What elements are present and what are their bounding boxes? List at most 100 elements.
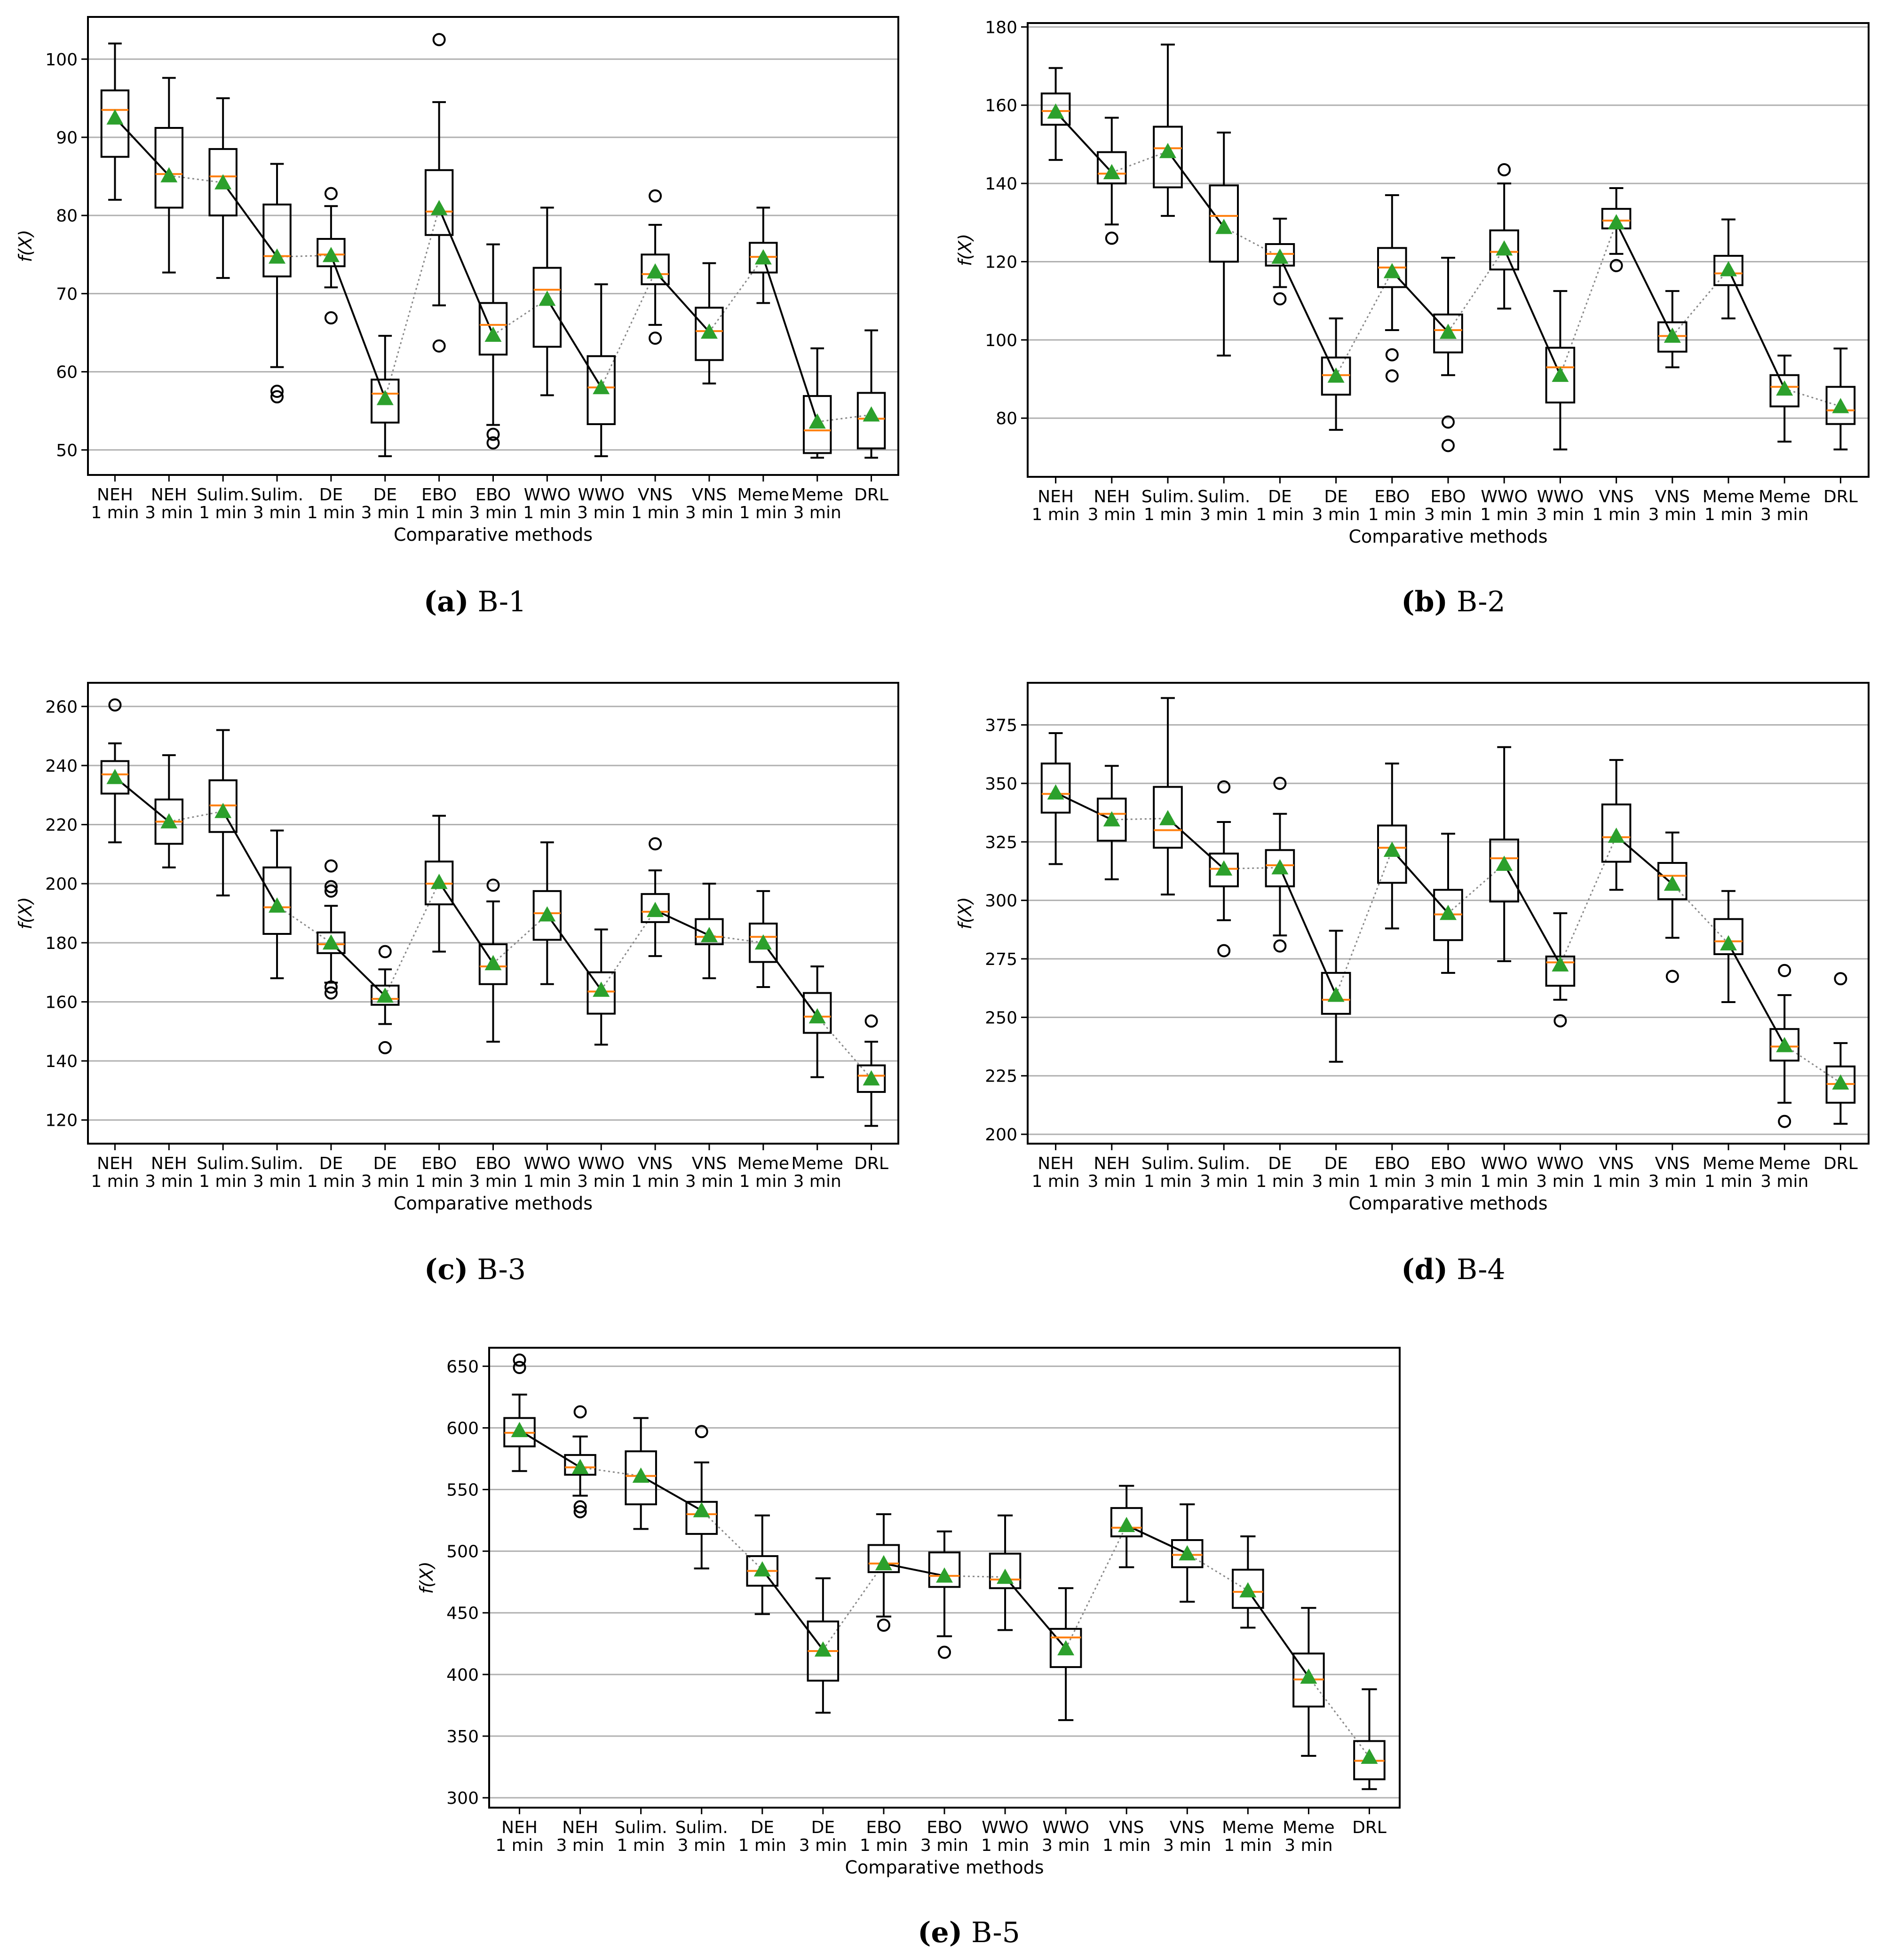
mean-marker (1664, 875, 1681, 891)
x-tick-label-line2: 1 min (1031, 505, 1079, 524)
x-tick-label-line2: 1 min (738, 1836, 786, 1855)
mean-marker (814, 1641, 832, 1657)
y-tick-label: 180 (985, 18, 1017, 37)
iqr-box (1377, 824, 1407, 884)
iqr-box (532, 267, 562, 348)
x-tick-label-line1: NEH (562, 1818, 598, 1837)
box-wwo-1-min (989, 1514, 1022, 1631)
mean-line-dotted (1308, 1676, 1370, 1758)
iqr-box (1657, 862, 1688, 901)
x-tick-label-line2: 1 min (523, 1172, 571, 1191)
iqr-box (1657, 321, 1688, 353)
mean-marker (511, 1422, 528, 1438)
x-tick-label-line2: 3 min (1312, 505, 1360, 524)
mean-marker (1440, 324, 1457, 339)
box-de-3-min (371, 335, 400, 458)
x-tick-label-line2: 3 min (685, 503, 733, 522)
x-tick-label-line2: 1 min (631, 503, 679, 522)
mean-marker (1271, 859, 1289, 875)
mean-line-solid (222, 811, 278, 907)
outlier-point (1778, 964, 1791, 977)
mean-marker (1361, 1748, 1378, 1764)
x-tick-label-line1: Meme (1759, 487, 1810, 506)
x-tick-label-line2: 3 min (253, 503, 301, 522)
box-wwo-1-min (1489, 163, 1519, 310)
iqr-box (1321, 356, 1351, 396)
mean-marker (593, 981, 610, 997)
mean-line-dotted (822, 1563, 885, 1651)
box-vns-3-min (1657, 290, 1688, 369)
mean-line-solid (1391, 270, 1449, 333)
box-vns-3-min (1657, 831, 1688, 983)
x-tick-label-line2: 1 min (1480, 1172, 1528, 1191)
iqr-box (856, 392, 886, 450)
x-tick-label-line1: NEH (1038, 1154, 1074, 1173)
outlier-point (1553, 1014, 1567, 1027)
x-tick-label-line1: EBO (475, 1154, 511, 1173)
x-tick-label-line2: 3 min (793, 503, 841, 522)
mean-line-solid (1167, 818, 1225, 869)
box-sulim-3-min (685, 1425, 718, 1570)
mean-marker (214, 174, 232, 190)
x-tick-label-line1: DRL (854, 485, 888, 505)
mean-marker (875, 1555, 892, 1571)
iqr-box (1040, 762, 1071, 814)
iqr-box (1489, 838, 1519, 903)
box-ebo-1-min (424, 33, 454, 353)
x-tick-label-line1: DE (1268, 1154, 1292, 1173)
mean-line-solid (1247, 1590, 1310, 1678)
panel-caption: (a) B-1 (424, 585, 526, 618)
x-tick-label-line1: EBO (927, 1818, 962, 1837)
iqr-box (1489, 229, 1519, 271)
mean-line-dotted (1448, 863, 1505, 914)
x-tick-label-line2: 1 min (1031, 1172, 1079, 1191)
mean-line-dotted (384, 882, 440, 996)
box-ebo-3-min (1433, 257, 1463, 452)
mean-marker (539, 906, 556, 922)
iqr-box (685, 1501, 718, 1535)
mean-marker (322, 934, 340, 950)
x-tick-label-line1: Sulim. (1197, 1154, 1250, 1173)
mean-marker (700, 927, 718, 942)
box-meme-3-min (1769, 964, 1799, 1128)
x-axis-label: Comparative methods (394, 524, 593, 545)
box-neh-3-min (154, 754, 184, 869)
box-sulim-1-min (208, 97, 238, 279)
mean-marker (430, 874, 448, 889)
y-tick-label: 80 (996, 409, 1017, 428)
box-sulim-1-min (1153, 697, 1183, 896)
x-tick-label-line1: Sulim. (1141, 1154, 1194, 1173)
mean-marker (1383, 263, 1401, 278)
outlier-point (864, 1014, 878, 1028)
iqr-box (1209, 853, 1239, 887)
x-tick-label-line1: DRL (1823, 487, 1858, 506)
x-tick-label-line2: 1 min (1256, 1172, 1304, 1191)
y-tick-label: 500 (446, 1542, 479, 1562)
x-tick-label-line1: EBO (1374, 487, 1410, 506)
mean-line-dotted (600, 909, 656, 991)
x-tick-label-line2: 3 min (577, 1172, 625, 1191)
x-tick-label-line1: Meme (1703, 1154, 1754, 1173)
iqr-box (1265, 849, 1295, 887)
iqr-box (695, 918, 724, 945)
iqr-box (1769, 374, 1799, 408)
outlier-point (432, 33, 446, 47)
iqr-box (317, 931, 346, 954)
iqr-box (1825, 386, 1856, 425)
x-tick-label-line1: EBO (475, 485, 511, 505)
iqr-box (532, 890, 562, 941)
box-ebo-1-min (424, 814, 454, 953)
outlier-point (1217, 944, 1231, 957)
x-tick-label-line2: 1 min (1368, 1172, 1416, 1191)
iqr-box (100, 760, 130, 795)
mean-line-dotted (708, 257, 764, 332)
box-drl (856, 1014, 886, 1127)
x-tick-label-line1: VNS (638, 485, 673, 505)
outlier-point (432, 339, 446, 353)
box-drl (1353, 1688, 1386, 1790)
mean-marker (1179, 1545, 1196, 1561)
